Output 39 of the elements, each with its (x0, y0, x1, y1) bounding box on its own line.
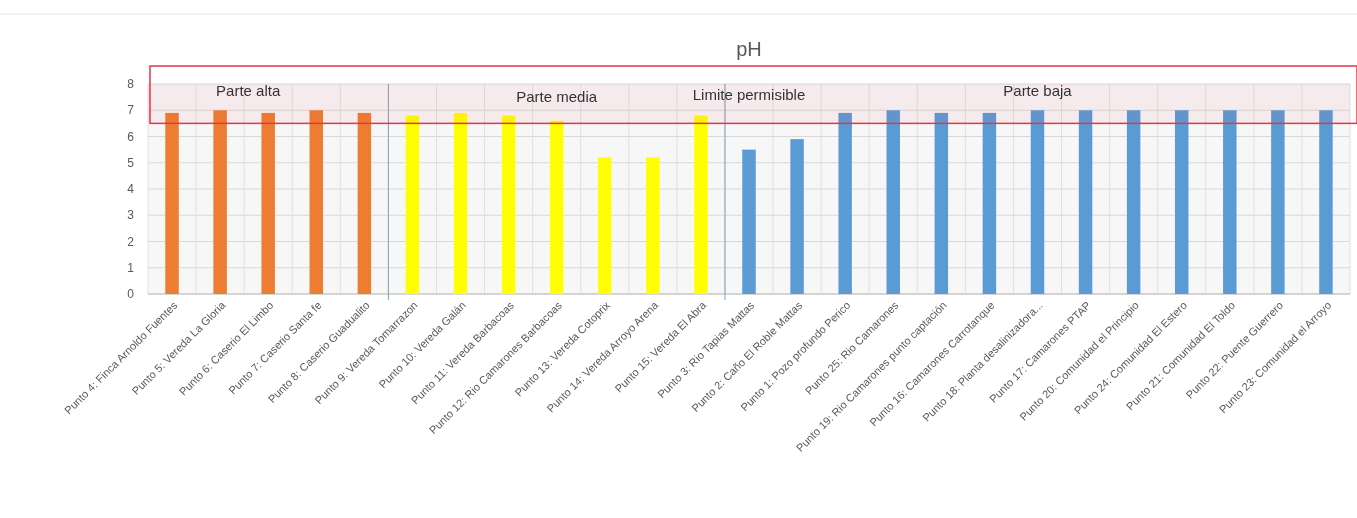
bar (309, 110, 324, 294)
band-label: Limite permisible (692, 86, 806, 103)
y-tick-label: 8 (127, 77, 135, 92)
y-tick-label: 3 (127, 208, 135, 223)
bar (213, 110, 227, 294)
bar (1030, 110, 1045, 294)
annotation: Parte media (516, 88, 598, 105)
bar (1174, 110, 1189, 294)
chart-title: pH (736, 38, 762, 60)
bar (357, 112, 372, 294)
bar (405, 115, 420, 294)
bar (1223, 110, 1237, 294)
y-tick-label: 0 (127, 287, 135, 302)
bar (165, 112, 179, 294)
bar (934, 112, 949, 294)
bar (838, 112, 852, 294)
bar (982, 112, 997, 294)
bar (453, 112, 468, 294)
annotation: Parte baja (1003, 82, 1073, 99)
bar (1078, 110, 1093, 294)
bar (501, 115, 516, 294)
bar (742, 149, 756, 294)
bar (646, 157, 660, 294)
bar (1126, 110, 1141, 294)
bar (261, 112, 275, 294)
y-tick-label: 7 (127, 103, 135, 118)
y-tick-label: 1 (127, 260, 135, 275)
bar (1319, 110, 1333, 294)
y-tick-label: 4 (127, 182, 135, 197)
bar (1271, 110, 1285, 294)
bar (598, 157, 612, 294)
y-tick-label: 2 (127, 234, 135, 249)
bar (549, 120, 564, 294)
y-tick-label: 5 (127, 155, 135, 170)
annotation: Parte alta (216, 82, 281, 99)
bar (886, 110, 900, 294)
y-tick-label: 6 (127, 129, 135, 144)
bar (694, 115, 708, 294)
bar (790, 139, 804, 294)
